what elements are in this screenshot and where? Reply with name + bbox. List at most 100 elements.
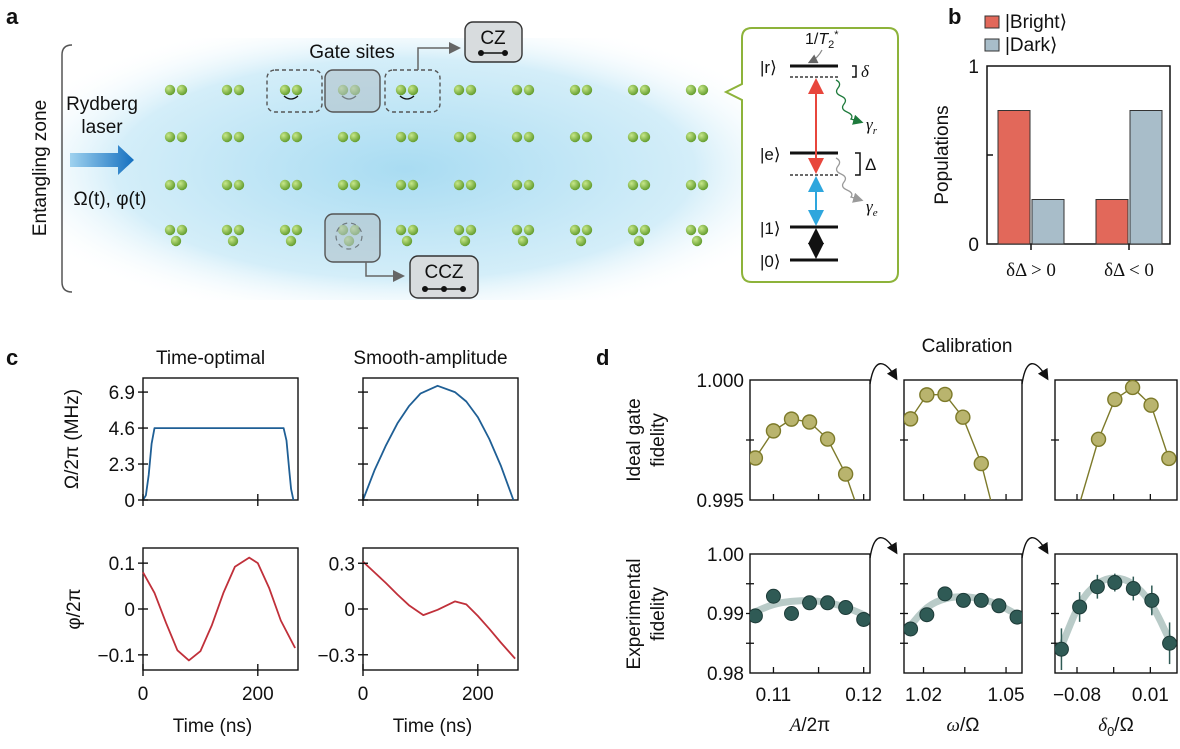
- atom: [395, 224, 407, 236]
- atom: [581, 179, 593, 191]
- atom: [401, 235, 413, 247]
- atom: [453, 84, 465, 96]
- x-axis-label: Time (ns): [173, 716, 253, 737]
- plot-title: Smooth-amplitude: [353, 348, 507, 369]
- atom: [639, 179, 651, 191]
- panel-d: d Calibration 0.11 0.12 A/2π 1.02 1.05 ω/Ω −0.…: [596, 336, 1178, 739]
- atom: [233, 224, 245, 236]
- plot-area: [750, 411, 856, 500]
- plot-area: [904, 386, 992, 500]
- panel-c: c 0 2.3 4.6 6.9 Time-optimal Ω/2π (MHz) Smooth…: [6, 345, 519, 737]
- atom: [337, 179, 349, 191]
- atom: [627, 84, 639, 96]
- experimental-fidelity-point: [838, 600, 854, 616]
- y-tick-label: −0.1: [97, 646, 135, 667]
- y-axis-label: fidelity: [648, 587, 669, 641]
- ideal-fidelity-point: [1161, 450, 1177, 467]
- calibration-arrow: [1021, 537, 1049, 559]
- gamma-e-label: γe: [866, 197, 878, 219]
- atom: [523, 179, 535, 191]
- ideal-fidelity-point: [750, 450, 764, 466]
- atom: [279, 224, 291, 236]
- gate-sites-label: Gate sites: [309, 42, 395, 63]
- plot-frame: [142, 547, 299, 671]
- Delta-label: Δ: [865, 155, 876, 174]
- atom: [233, 84, 245, 96]
- atom: [221, 131, 233, 143]
- atom: [176, 131, 188, 143]
- atom: [349, 179, 361, 191]
- atom: [523, 131, 535, 143]
- atom: [453, 179, 465, 191]
- experimental-fidelity-point: [1009, 609, 1022, 625]
- atom: [581, 131, 593, 143]
- calibration-arrow: [869, 537, 898, 559]
- legend-label: |Bright⟩: [1005, 12, 1067, 33]
- drive-label: Ω(t), φ(t): [74, 189, 147, 210]
- x-tick-label: 1.05: [988, 685, 1025, 706]
- atom: [395, 131, 407, 143]
- atom: [691, 235, 703, 247]
- x-tick-label: −0.08: [1053, 685, 1101, 706]
- atom: [465, 179, 477, 191]
- y-tick-label: 0.98: [707, 664, 744, 685]
- atom: [164, 179, 176, 191]
- experimental-fidelity-point: [904, 621, 919, 637]
- calibration-title: Calibration: [922, 336, 1013, 357]
- atom: [569, 84, 581, 96]
- experimental-fidelity-point: [820, 595, 836, 611]
- atom: [164, 224, 176, 236]
- atom: [511, 131, 523, 143]
- ideal-fidelity-point: [783, 411, 800, 427]
- legend-swatch: [984, 38, 1000, 52]
- atom: [569, 131, 581, 143]
- experimental-fidelity-point: [784, 606, 800, 621]
- atom: [627, 179, 639, 191]
- delta-bracket: [852, 65, 857, 78]
- atom: [407, 84, 419, 96]
- atom: [581, 224, 593, 236]
- atom: [685, 179, 697, 191]
- gamma-e-decay-icon: [835, 157, 864, 203]
- experimental-fidelity-point: [991, 598, 1007, 614]
- atom: [349, 131, 361, 143]
- ideal-fidelity-point: [819, 431, 836, 447]
- ideal-fidelity-point: [919, 387, 935, 403]
- atom: [170, 235, 182, 247]
- y-axis-label: φ/2π: [64, 588, 85, 629]
- x-axis-label: Time (ns): [393, 716, 473, 737]
- x-category-label: δΔ > 0: [1006, 260, 1056, 281]
- ideal-fidelity-point: [1107, 391, 1123, 408]
- atom: [233, 131, 245, 143]
- y-tick-label: 2.3: [109, 455, 135, 476]
- y-axis-label: fidelity: [648, 413, 669, 467]
- atom: [569, 179, 581, 191]
- atom: [627, 131, 639, 143]
- level-1-label: |1⟩: [760, 219, 781, 238]
- legend-label: |Dark⟩: [1005, 35, 1057, 56]
- panel-b: b 0 1 δΔ > 0 δΔ < 0 Populations |Bright⟩|Dark…: [932, 4, 1171, 281]
- gate-site-box-active: [324, 69, 381, 113]
- gate-site-box: [266, 69, 323, 113]
- plot-title: Time-optimal: [156, 348, 265, 369]
- y-tick-label: 1: [968, 57, 979, 78]
- atom: [517, 235, 529, 247]
- experimental-fidelity-point: [765, 588, 781, 604]
- atom: [337, 131, 349, 143]
- atom: [176, 179, 188, 191]
- atom: [291, 131, 303, 143]
- experimental-fidelity-point: [1107, 575, 1123, 591]
- gamma-r-label: γr: [866, 115, 878, 137]
- ccz-site-box: [324, 213, 381, 263]
- ideal-fidelity-point: [1143, 397, 1159, 413]
- ideal-fidelity-point: [955, 409, 971, 425]
- atom: [633, 235, 645, 247]
- ideal-fidelity-point: [765, 423, 782, 439]
- panel-label-a: a: [6, 4, 19, 29]
- level-r-label: |r⟩: [760, 58, 777, 77]
- atom: [291, 224, 303, 236]
- series-line: [362, 561, 516, 660]
- to-cz-arrow: [417, 42, 461, 70]
- atom: [176, 84, 188, 96]
- atom: [697, 84, 709, 96]
